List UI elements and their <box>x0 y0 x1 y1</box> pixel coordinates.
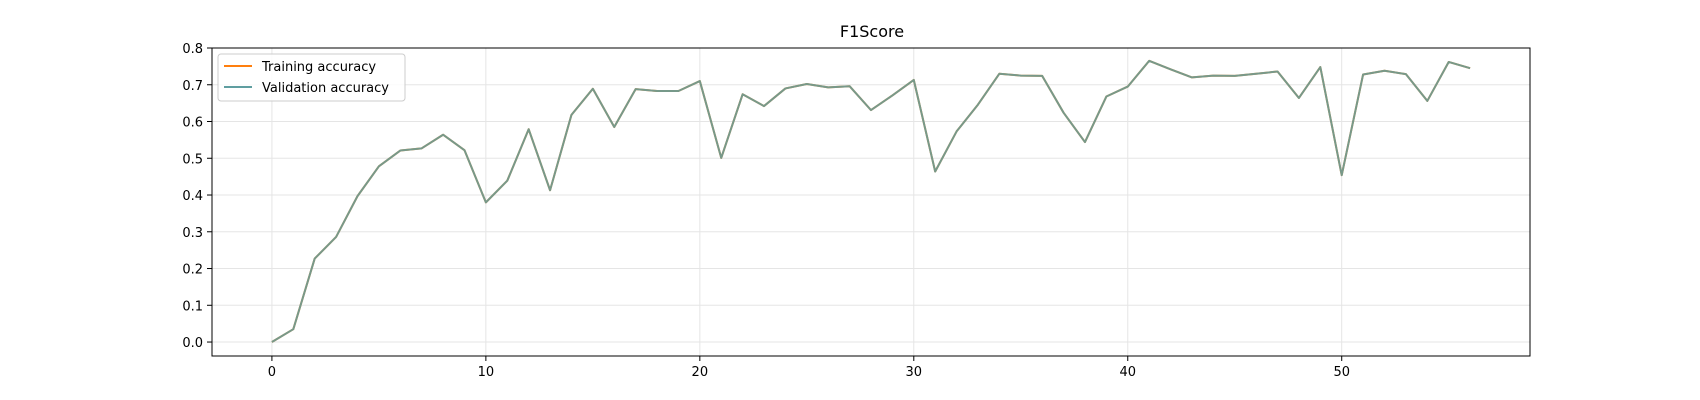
y-tick-label: 0.3 <box>182 226 203 241</box>
legend-label-training: Training accuracy <box>261 60 376 75</box>
series-line-validation-accuracy <box>271 59 1471 343</box>
x-tick-label: 20 <box>692 365 709 380</box>
y-tick-label: 0.8 <box>182 42 203 57</box>
plot-frame <box>211 47 1531 357</box>
x-tick-label: 0 <box>268 365 276 380</box>
x-tick-label: 50 <box>1333 365 1350 380</box>
chart-title: F1Score <box>840 22 904 41</box>
y-tick-label: 0.6 <box>182 116 203 131</box>
x-tick-label: 40 <box>1119 365 1136 380</box>
legend: Training accuracy Validation accuracy <box>217 53 406 102</box>
x-tick-label: 30 <box>906 365 923 380</box>
legend-box <box>217 53 406 102</box>
x-tick-label: 10 <box>478 365 495 380</box>
y-tick-label: 0.1 <box>182 299 203 314</box>
legend-label-validation: Validation accuracy <box>262 81 389 96</box>
y-tick-label: 0.4 <box>182 189 203 204</box>
y-tick-label: 0.7 <box>182 79 203 94</box>
y-tick-label: 0.5 <box>182 152 203 167</box>
y-tick-label: 0.0 <box>182 336 203 351</box>
y-tick-label: 0.2 <box>182 263 203 278</box>
axis-ticks: 0 10 20 30 40 50 0.0 0.1 0.2 0.3 0.4 0.5 0.6 0.7 0.8 <box>182 42 1350 380</box>
series-lines <box>271 59 1471 343</box>
